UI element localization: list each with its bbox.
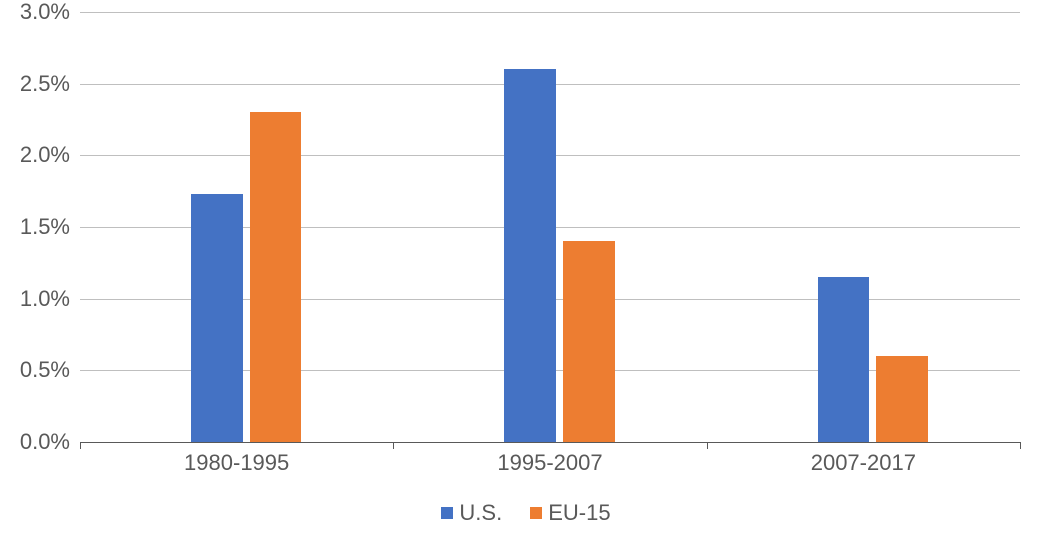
y-tick-label: 0.0% <box>20 429 80 455</box>
bar <box>876 356 928 442</box>
x-tick-mark <box>393 442 394 449</box>
gridline <box>80 12 1020 13</box>
plot-area: 0.0%0.5%1.0%1.5%2.0%2.5%3.0%1980-1995199… <box>80 12 1020 443</box>
bar <box>563 241 615 442</box>
y-tick-label: 1.0% <box>20 286 80 312</box>
x-tick-label: 1980-1995 <box>184 442 289 476</box>
bar <box>250 112 302 442</box>
x-tick-mark <box>1020 442 1021 449</box>
bar-chart: 0.0% 0.5% 1.0% 1.5% 2.0% 2.5% 3.0% 1980-1995 199… <box>0 0 1052 534</box>
y-tick-label: 2.0% <box>20 142 80 168</box>
legend-swatch <box>441 507 453 519</box>
bar <box>504 69 556 442</box>
x-tick-mark <box>707 442 708 449</box>
x-tick-label: 2007-2017 <box>811 442 916 476</box>
legend-swatch <box>530 507 542 519</box>
legend-label: EU-15 <box>548 500 610 526</box>
legend-label: U.S. <box>459 500 502 526</box>
x-tick-label: 1995-2007 <box>497 442 602 476</box>
y-tick-label: 3.0% <box>20 0 80 25</box>
y-tick-label: 0.5% <box>20 357 80 383</box>
x-tick-mark <box>80 442 81 449</box>
legend: U.S. EU-15 <box>0 500 1052 526</box>
y-tick-label: 1.5% <box>20 214 80 240</box>
legend-item: EU-15 <box>530 500 610 526</box>
y-tick-label: 2.5% <box>20 71 80 97</box>
bar <box>191 194 243 442</box>
legend-item: U.S. <box>441 500 502 526</box>
bar <box>818 277 870 442</box>
